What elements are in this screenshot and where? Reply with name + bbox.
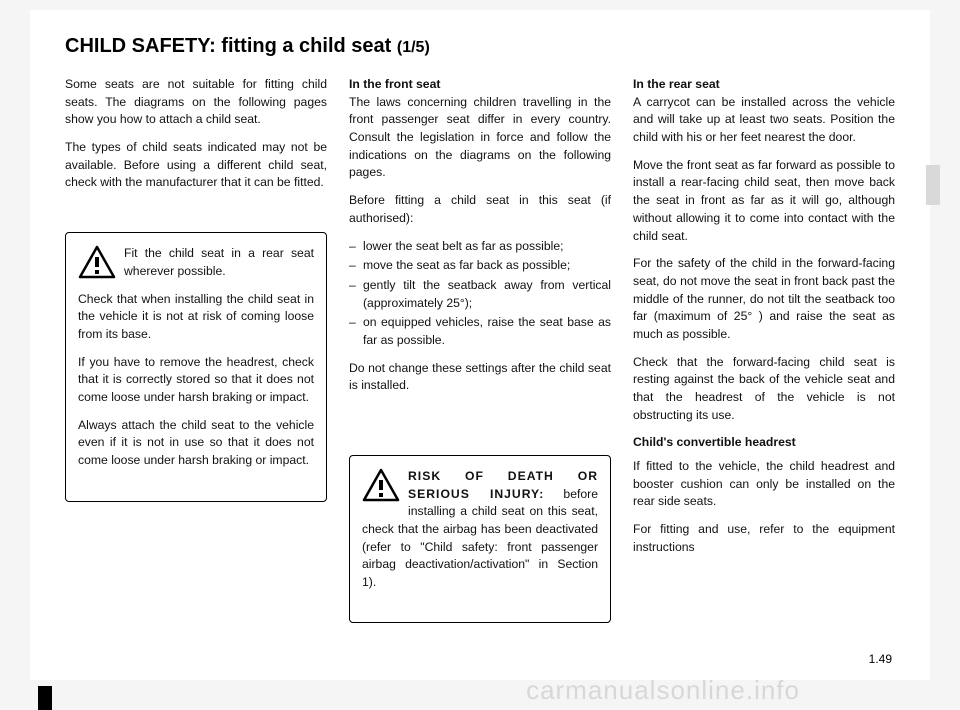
title-main: CHILD SAFETY: fitting a child seat: [65, 35, 397, 57]
warn1-p4: Always attach the child seat to the vehi…: [78, 417, 314, 470]
column-middle: In the front seat The laws concerning chi…: [349, 76, 611, 623]
middle-text: In the front seat The laws concerning chi…: [349, 76, 611, 395]
watermark-text: carmanualsonline.info: [526, 675, 800, 706]
warn1-p3: If you have to remove the headrest, chec…: [78, 354, 314, 407]
rear-seat-p1: A carrycot can be installed across the v…: [633, 95, 895, 144]
front-seat-p2: Before fitting a child seat in this seat…: [349, 192, 611, 227]
headrest-head: Child's convertible headrest: [633, 434, 895, 452]
list-item: on equipped vehicles, raise the seat bas…: [349, 314, 611, 349]
front-seat-p1: The laws concerning children travelling …: [349, 95, 611, 180]
headrest-p2: For fitting and use, refer to the equipm…: [633, 521, 895, 556]
column-right: In the rear seat A carrycot can be instal…: [633, 76, 895, 623]
intro-p2: The types of child seats indicated may n…: [65, 139, 327, 192]
front-seat-head: In the front seat: [349, 77, 440, 91]
front-seat-p3: Do not change these settings after the c…: [349, 360, 611, 395]
warning-box-2: RISK OF DEATH OR SERIOUS INJURY: before …: [349, 455, 611, 623]
title-sub: (1/5): [397, 39, 430, 56]
warning-icon: [362, 468, 400, 502]
content-columns: Some seats are not suitable for fitting …: [65, 76, 895, 623]
list-item: lower the seat belt as far as possible;: [349, 238, 611, 256]
column-left: Some seats are not suitable for fitting …: [65, 76, 327, 623]
front-seat-block: In the front seat The laws concerning chi…: [349, 76, 611, 182]
manual-page: CHILD SAFETY: fitting a child seat (1/5)…: [30, 10, 930, 680]
rear-seat-p2: Move the front seat as far forward as po…: [633, 157, 895, 245]
rear-seat-p4: Check that the forward-facing child seat…: [633, 354, 895, 425]
page-number: 1.49: [869, 652, 892, 666]
rear-seat-head: In the rear seat: [633, 77, 720, 91]
warn2-rest: before installing a child seat on this s…: [362, 487, 598, 589]
front-seat-list: lower the seat belt as far as possible; …: [349, 238, 611, 350]
page-title: CHILD SAFETY: fitting a child seat (1/5): [65, 35, 895, 58]
headrest-p1: If fitted to the vehicle, the child head…: [633, 458, 895, 511]
warning-box-1: Fit the child seat in a rear seat wherev…: [65, 232, 327, 502]
intro-p1: Some seats are not suitable for fitting …: [65, 76, 327, 129]
side-tab-marker: [926, 165, 940, 205]
rear-seat-block: In the rear seat A carrycot can be instal…: [633, 76, 895, 147]
list-item: gently tilt the seatback away from verti…: [349, 277, 611, 312]
warn1-p2: Check that when installing the child sea…: [78, 291, 314, 344]
list-item: move the seat as far back as possible;: [349, 257, 611, 275]
rear-seat-p3: For the safety of the child in the forwa…: [633, 255, 895, 343]
warning-icon: [78, 245, 116, 279]
black-tab-marker: [38, 686, 52, 710]
